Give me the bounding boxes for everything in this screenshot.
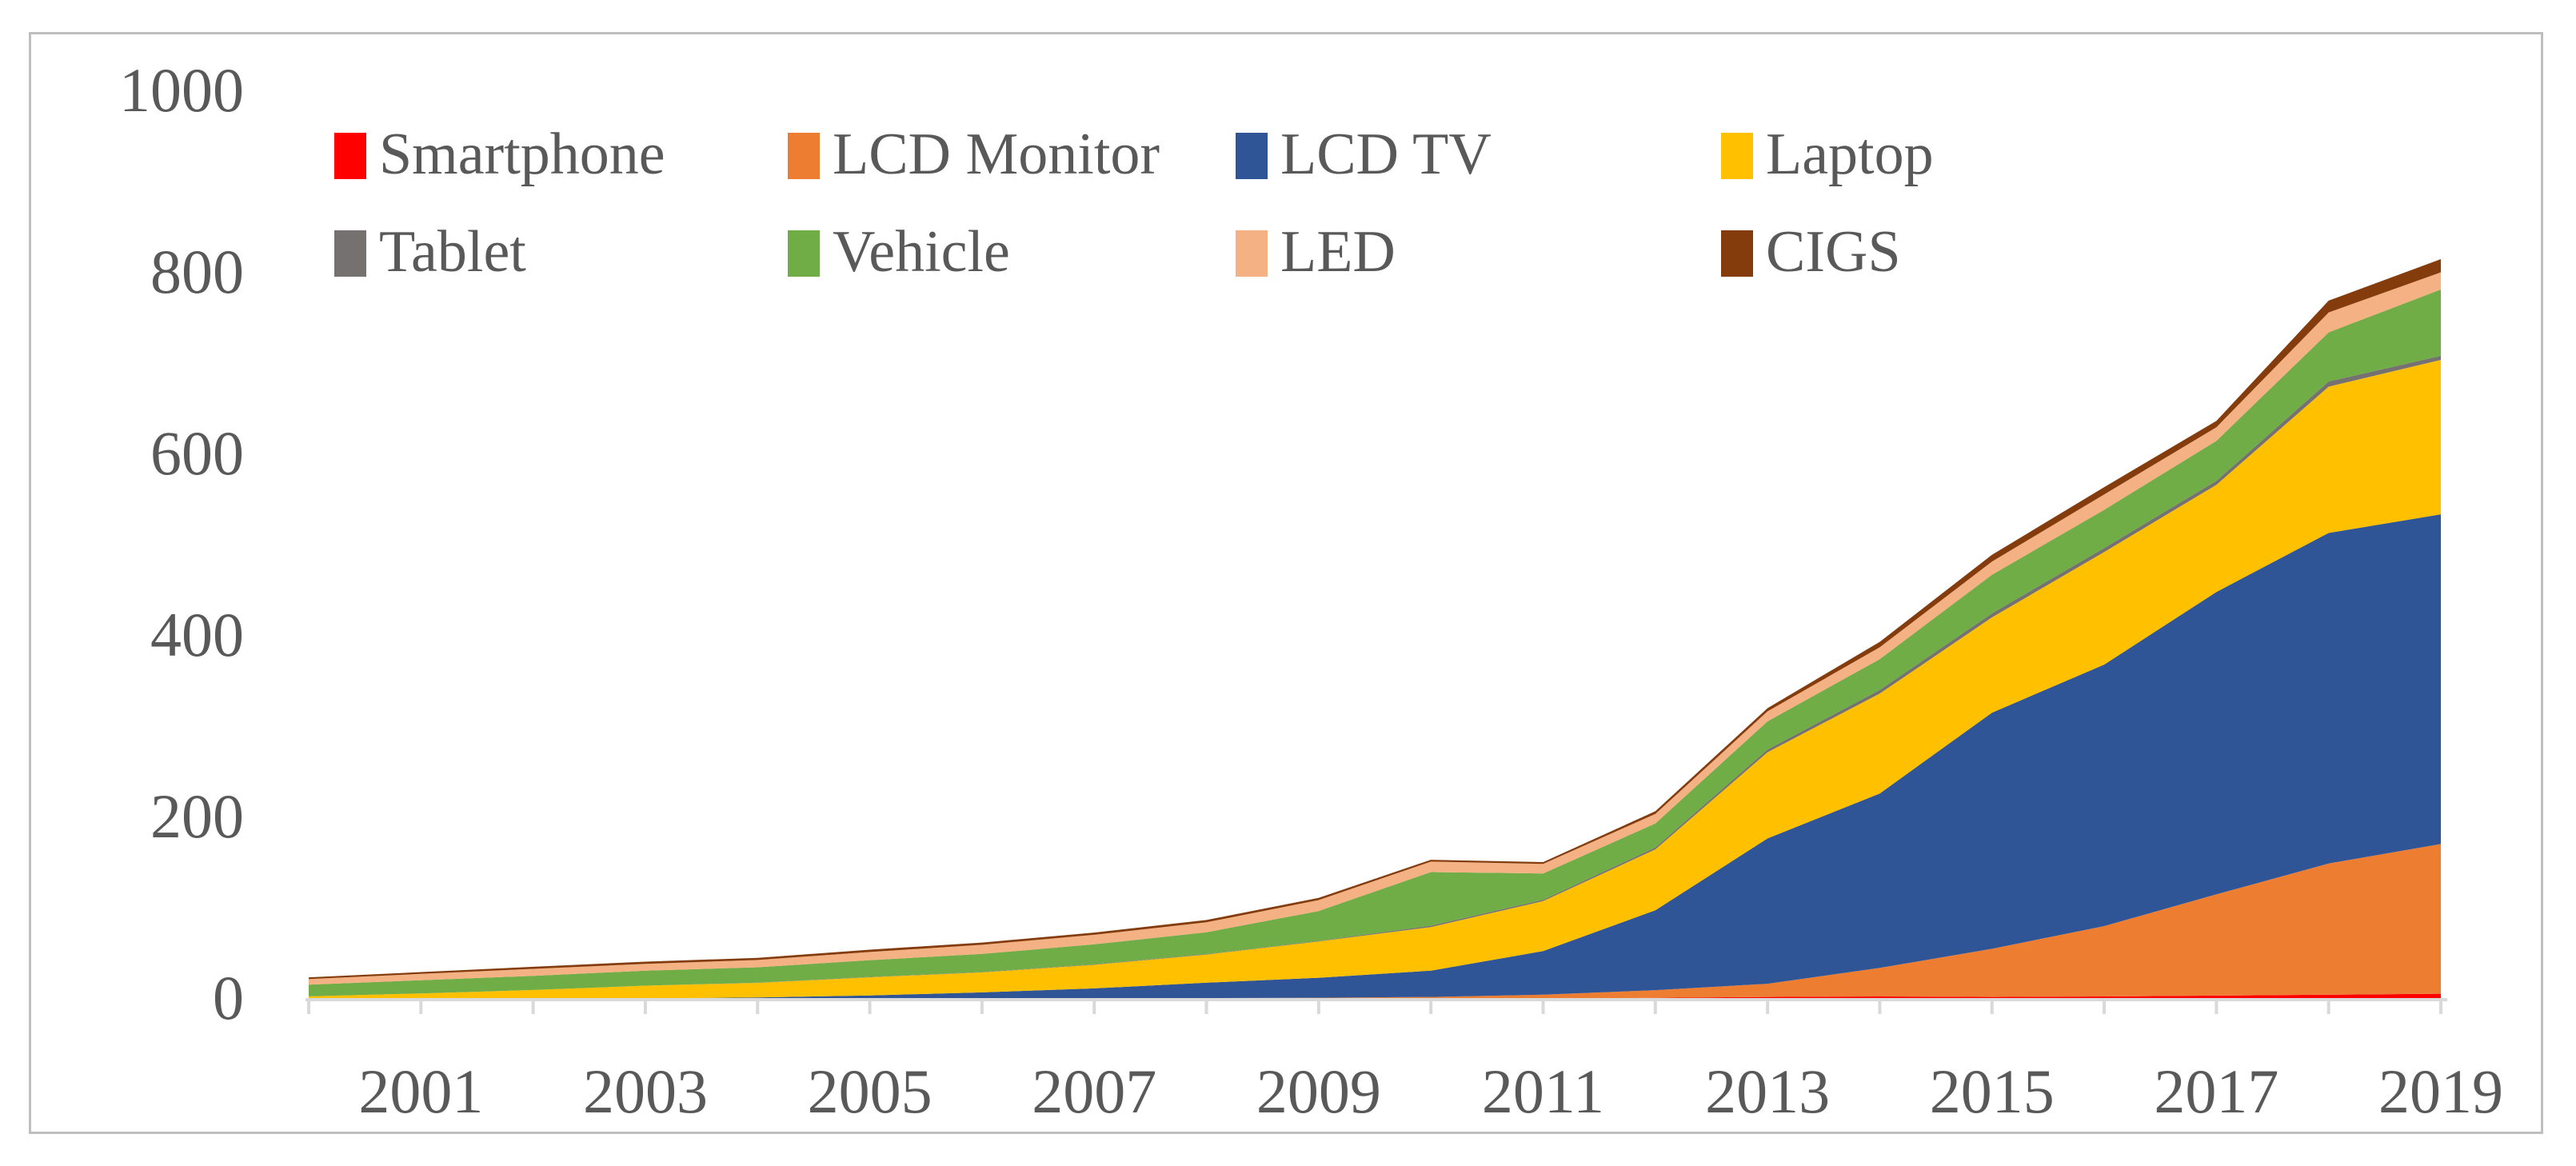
area-laptop bbox=[309, 360, 2441, 1000]
x-tick-label-2017: 2017 bbox=[2154, 1056, 2279, 1126]
x-tick-label-2005: 2005 bbox=[807, 1056, 933, 1126]
legend-item-vehicle: Vehicle bbox=[788, 222, 1010, 282]
x-axis-tick-2003 bbox=[643, 1000, 647, 1014]
x-tick-label-2007: 2007 bbox=[1032, 1056, 1157, 1126]
x-axis-tick-2002 bbox=[531, 1000, 535, 1014]
y-tick-label-1000: 1000 bbox=[119, 54, 244, 125]
legend-label: LCD Monitor bbox=[833, 122, 1160, 187]
legend-item-led: LED bbox=[1236, 222, 1396, 282]
legend-label: Laptop bbox=[1766, 122, 1934, 187]
x-axis-tick-2012 bbox=[1653, 1000, 1657, 1014]
y-tick-label-200: 200 bbox=[150, 781, 244, 852]
x-axis-tick-2015 bbox=[1990, 1000, 1994, 1014]
y-axis-labels: 0 200 400 600 800 1000 bbox=[0, 0, 244, 1166]
legend-item-tablet: Tablet bbox=[334, 222, 526, 282]
legend-label: CIGS bbox=[1766, 219, 1901, 285]
x-axis-tick-2008 bbox=[1204, 1000, 1208, 1014]
x-axis-tick-2017 bbox=[2215, 1000, 2219, 1014]
x-axis-tick-2009 bbox=[1316, 1000, 1320, 1014]
x-axis-tick-2006 bbox=[980, 1000, 984, 1014]
x-axis-tick-2011 bbox=[1541, 1000, 1545, 1014]
legend-swatch-laptop bbox=[1721, 133, 1753, 179]
legend-item-cigs: CIGS bbox=[1721, 222, 1901, 282]
legend-swatch-tablet bbox=[334, 230, 366, 277]
legend-label: Tablet bbox=[379, 219, 526, 285]
y-tick-label-800: 800 bbox=[150, 236, 244, 306]
x-tick-label-2009: 2009 bbox=[1256, 1056, 1381, 1126]
legend-label: Smartphone bbox=[379, 122, 665, 187]
legend-item-lcd-tv: LCD TV bbox=[1236, 125, 1492, 184]
x-tick-label-2011: 2011 bbox=[1481, 1056, 1605, 1126]
x-tick-label-2015: 2015 bbox=[1929, 1056, 2055, 1126]
legend-label: LED bbox=[1280, 219, 1396, 285]
legend-item-lcd-monitor: LCD Monitor bbox=[788, 125, 1160, 184]
x-axis-tick-2000 bbox=[307, 1000, 310, 1014]
x-tick-label-2001: 2001 bbox=[358, 1056, 484, 1126]
chart-frame bbox=[29, 32, 2543, 1134]
x-axis-tick-2005 bbox=[868, 1000, 872, 1014]
legend-swatch-led bbox=[1236, 230, 1268, 277]
x-axis-tick-2010 bbox=[1429, 1000, 1433, 1014]
x-axis-tick-2001 bbox=[419, 1000, 423, 1014]
legend-swatch-smartphone bbox=[334, 133, 366, 179]
x-tick-label-2013: 2013 bbox=[1705, 1056, 1831, 1126]
x-axis-tick-2013 bbox=[1766, 1000, 1770, 1014]
y-tick-label-0: 0 bbox=[213, 963, 244, 1033]
legend-swatch-lcd-tv bbox=[1236, 133, 1268, 179]
legend-swatch-lcd-monitor bbox=[788, 133, 820, 179]
area-lcd-tv bbox=[309, 514, 2441, 1000]
area-lcd-monitor bbox=[309, 844, 2441, 1000]
x-axis-tick-2014 bbox=[1878, 1000, 1882, 1014]
x-tick-label-2019: 2019 bbox=[2378, 1056, 2503, 1126]
x-axis-tick-2004 bbox=[756, 1000, 760, 1014]
legend-label: Vehicle bbox=[833, 219, 1010, 285]
x-tick-label-2003: 2003 bbox=[582, 1056, 708, 1126]
legend-swatch-cigs bbox=[1721, 230, 1753, 277]
legend-label: LCD TV bbox=[1280, 122, 1492, 187]
legend-item-smartphone: Smartphone bbox=[334, 125, 665, 184]
x-axis-tick-2019 bbox=[2439, 1000, 2442, 1014]
x-axis-tick-2016 bbox=[2103, 1000, 2107, 1014]
legend-swatch-vehicle bbox=[788, 230, 820, 277]
y-tick-label-400: 400 bbox=[150, 599, 244, 669]
x-axis-tick-2018 bbox=[2326, 1000, 2330, 1014]
x-axis-line bbox=[306, 998, 2447, 1001]
y-tick-label-600: 600 bbox=[150, 417, 244, 488]
x-axis-tick-2007 bbox=[1092, 1000, 1096, 1014]
legend-item-laptop: Laptop bbox=[1721, 125, 1934, 184]
